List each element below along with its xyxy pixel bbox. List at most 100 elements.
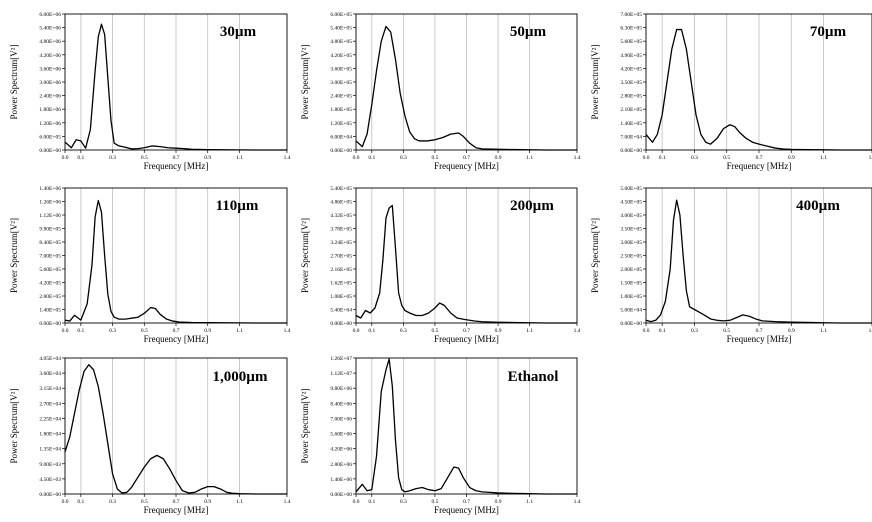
- x-tick-label: 0.3: [691, 155, 698, 161]
- x-tick-label: 1.4: [284, 328, 291, 334]
- x-tick-label: 0.0: [62, 499, 69, 505]
- y-tick-label: 1.20E+05: [330, 121, 352, 127]
- x-axis-title: Frequency [MHz]: [727, 334, 792, 344]
- y-tick-label: 3.00E+05: [330, 80, 352, 86]
- series-line: [64, 364, 287, 495]
- y-tick-label: 1.62E+05: [330, 281, 352, 287]
- x-tick-label: 0.0: [353, 328, 360, 334]
- y-tick-label: 5.60E+06: [330, 432, 352, 438]
- panel-label: 200µm: [510, 198, 554, 214]
- x-tick-label: 0.1: [368, 499, 375, 505]
- x-tick-label: 0.5: [431, 328, 438, 334]
- y-tick-label: 3.50E+05: [620, 227, 642, 233]
- y-tick-label: 4.00E+05: [620, 213, 642, 219]
- x-tick-label: 0.7: [463, 155, 470, 161]
- y-tick-label: 3.60E+06: [39, 66, 61, 72]
- y-tick-label: 2.80E+05: [620, 94, 642, 100]
- y-tick-label: 1.80E+05: [330, 107, 352, 113]
- series-line: [645, 199, 872, 324]
- chart-panel-6: 0.00E+00 5.00E+04 1.00E+05 1.50E+05 2.00E+05…: [590, 186, 872, 344]
- y-tick-label: 0.00E+00: [330, 321, 352, 327]
- x-tick-label: 0.5: [141, 328, 148, 334]
- y-tick-label: 1.26E+07: [330, 356, 352, 362]
- y-tick-label: 1.20E+06: [39, 121, 61, 127]
- x-tick-label: 1.4: [284, 155, 291, 161]
- y-tick-label: 4.80E+05: [330, 39, 352, 45]
- y-tick-label: 8.40E+05: [39, 240, 61, 246]
- x-tick-label: 0.7: [756, 328, 763, 334]
- series-line: [355, 358, 577, 495]
- y-tick-label: 1.40E+06: [39, 186, 61, 192]
- y-tick-label: 3.50E+05: [620, 80, 642, 86]
- y-tick-label: 6.00E+04: [330, 134, 352, 140]
- x-tick-label: 0.7: [463, 328, 470, 334]
- x-tick-label: 0.9: [788, 155, 795, 161]
- chart-panel-1: 0.00E+00 6.00E+05 1.20E+06 1.80E+06 2.40E+06…: [9, 12, 291, 171]
- y-tick-label: 1.35E+04: [39, 447, 61, 453]
- y-tick-label: 1.80E+06: [39, 107, 61, 113]
- x-tick-label: 1.1: [236, 328, 243, 334]
- y-tick-label: 3.60E+05: [330, 66, 352, 72]
- y-tick-label: 5.60E+05: [620, 39, 642, 45]
- x-tick-label: 0.5: [431, 155, 438, 161]
- x-axis-title: Frequency [MHz]: [144, 161, 209, 171]
- y-tick-label: 0.00E+00: [330, 492, 352, 498]
- x-tick-label: 0.7: [463, 499, 470, 505]
- y-tick-label: 6.00E+06: [39, 12, 61, 18]
- y-tick-label: 0.00E+00: [39, 321, 61, 327]
- x-axis-title: Frequency [MHz]: [727, 161, 792, 171]
- y-tick-label: 8.40E+06: [330, 401, 352, 407]
- y-tick-label: 4.86E+05: [330, 200, 352, 206]
- x-tick-label: 1.4: [284, 499, 291, 505]
- x-tick-label: 0.5: [141, 155, 148, 161]
- y-tick-label: 3.00E+06: [39, 80, 61, 86]
- y-tick-label: 2.80E+06: [330, 462, 352, 468]
- x-tick-label: 0.7: [173, 328, 180, 334]
- y-tick-label: 2.40E+06: [39, 94, 61, 100]
- x-tick-label: 0.9: [495, 499, 502, 505]
- y-tick-label: 9.80E+06: [330, 386, 352, 392]
- y-tick-label: 4.20E+06: [330, 447, 352, 453]
- x-axis-title: Frequency [MHz]: [434, 334, 499, 344]
- y-tick-label: 0.00E+00: [39, 492, 61, 498]
- y-tick-label: 5.40E+05: [330, 26, 352, 32]
- y-tick-label: 7.00E+05: [620, 12, 642, 18]
- y-tick-label: 5.40E+06: [39, 26, 61, 32]
- x-tick-label: 0.3: [400, 499, 407, 505]
- panel-label: 70µm: [810, 24, 847, 40]
- y-tick-label: 1.50E+05: [620, 281, 642, 287]
- x-axis-title: Frequency [MHz]: [434, 161, 499, 171]
- y-tick-label: 0.00E+00: [620, 148, 642, 154]
- chart-panel-3: 0.00E+00 7.00E+04 1.40E+05 2.10E+05 2.80E+05…: [590, 12, 872, 171]
- x-tick-label: 0.1: [77, 499, 84, 505]
- panel-label: 110µm: [216, 198, 259, 214]
- x-axis-title: Frequency [MHz]: [144, 334, 209, 344]
- x-tick-label: 0.7: [173, 155, 180, 161]
- x-tick-label: 0.9: [495, 328, 502, 334]
- chart-panel-5: 0.00E+00 5.40E+04 1.08E+05 1.62E+05 2.16E+05…: [300, 186, 581, 344]
- y-tick-label: 3.60E+04: [39, 371, 61, 377]
- y-tick-label: 3.24E+05: [330, 240, 352, 246]
- y-tick-label: 1.40E+05: [39, 308, 61, 314]
- x-tick-label: 0.9: [788, 328, 795, 334]
- x-tick-label: 0.3: [109, 155, 116, 161]
- y-tick-label: 0.00E+00: [39, 148, 61, 154]
- x-tick-label: 0.3: [400, 328, 407, 334]
- y-tick-label: 4.20E+05: [39, 281, 61, 287]
- series-line: [355, 25, 577, 151]
- y-tick-label: 2.16E+05: [330, 267, 352, 273]
- x-tick-label: 0.0: [643, 328, 650, 334]
- y-tick-label: 1.00E+05: [620, 294, 642, 300]
- x-tick-label: 1.1: [236, 155, 243, 161]
- x-tick-label: 1.4: [574, 155, 581, 161]
- x-tick-label: 0.0: [643, 155, 650, 161]
- x-tick-label: 1.1: [820, 155, 827, 161]
- y-tick-label: 4.50E+05: [620, 200, 642, 206]
- y-tick-label: 2.00E+05: [620, 267, 642, 273]
- chart-panel-2: 0.00E+00 6.00E+04 1.20E+05 1.80E+05 2.40E+05…: [300, 12, 581, 171]
- series-line: [645, 28, 872, 151]
- y-tick-label: 4.20E+05: [330, 53, 352, 59]
- y-tick-label: 6.30E+05: [620, 26, 642, 32]
- x-tick-label: 1.1: [526, 155, 533, 161]
